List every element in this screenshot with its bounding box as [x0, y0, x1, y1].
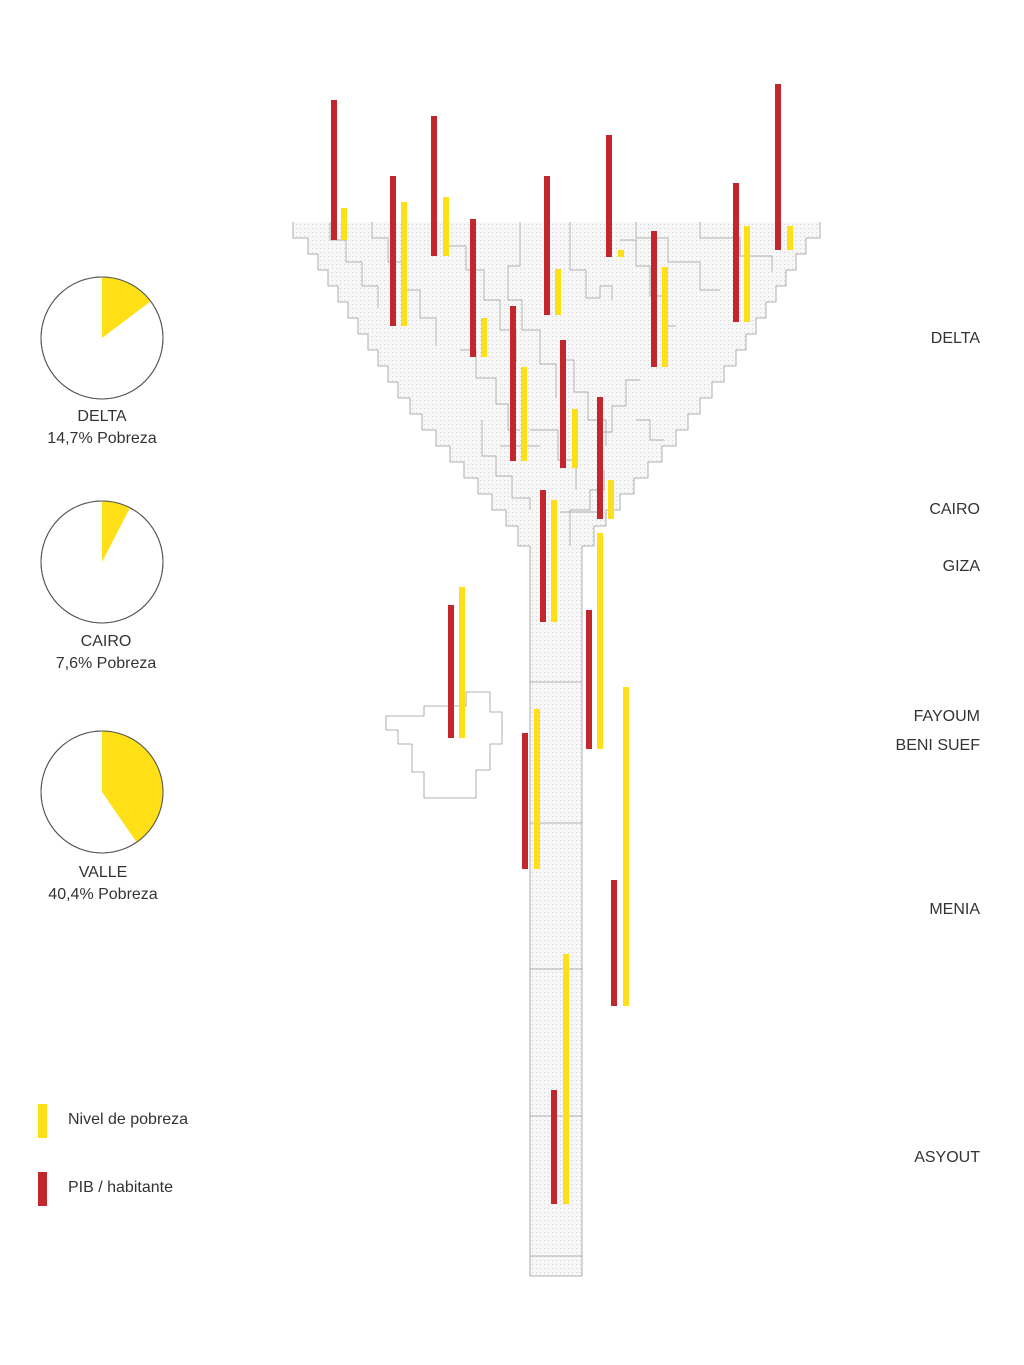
- region-label-menia: MENIA: [929, 901, 980, 918]
- fayoum-outline: [385, 691, 503, 799]
- poverty-bar-19: [608, 480, 614, 519]
- gdp-bar-6: [470, 219, 476, 357]
- governorate-boundary: [481, 420, 531, 510]
- gdp-bar-30: [522, 733, 528, 869]
- legend-swatch-poverty: [38, 1104, 47, 1138]
- legend-text-gdp: PIB / habitante: [68, 1179, 173, 1196]
- poverty-bar-1: [341, 208, 347, 240]
- nile-map: [292, 222, 821, 1277]
- region-label-giza: GIZA: [942, 558, 980, 575]
- gdp-bar-4: [431, 116, 437, 256]
- pie-slice-delta: [102, 277, 151, 338]
- gdp-bar-16: [651, 231, 657, 367]
- gdp-bar-2: [390, 176, 396, 326]
- pie-name: CAIRO: [80, 633, 132, 650]
- poverty-bar-21: [744, 226, 750, 322]
- poverty-bar-33: [623, 687, 629, 1006]
- poverty-bar-7: [481, 318, 487, 357]
- governorate-boundary: [569, 470, 605, 546]
- region-label-fayoum: FAYOUM: [913, 708, 980, 725]
- governorate-boundary: [447, 222, 517, 362]
- poverty-bar-9: [521, 367, 527, 461]
- region-label-asyout: ASYOUT: [914, 1149, 980, 1166]
- poverty-bar-29: [597, 533, 603, 749]
- gdp-bar-14: [606, 135, 612, 257]
- gdp-bar-26: [448, 605, 454, 738]
- gdp-bar-12: [560, 340, 566, 468]
- pie-label-valle: VALLE 40,4% Pobreza: [3, 862, 203, 906]
- pie-ring-cairo: [40, 500, 164, 624]
- gdp-bar-0: [331, 100, 337, 240]
- bar-marks: [331, 84, 793, 1204]
- poverty-bar-23: [787, 226, 793, 250]
- pie-slice-valle: [102, 731, 164, 843]
- gdp-bar-22: [775, 84, 781, 250]
- pie-ring-delta: [40, 276, 164, 400]
- pie-label-cairo: CAIRO 7,6% Pobreza: [6, 631, 206, 675]
- pie-label-delta: DELTA 14,7% Pobreza: [2, 406, 202, 450]
- poverty-bar-13: [572, 409, 578, 468]
- pie-name: VALLE: [78, 864, 128, 881]
- poverty-bar-5: [443, 197, 449, 256]
- gdp-bar-18: [597, 397, 603, 519]
- gdp-bar-32: [611, 880, 617, 1006]
- pie-value: 40,4% Pobreza: [48, 886, 158, 903]
- governorate-boundary: [636, 419, 664, 441]
- region-label-beni-suef: BENI SUEF: [895, 737, 980, 754]
- region-label-delta: DELTA: [930, 330, 980, 347]
- gdp-bar-20: [733, 183, 739, 322]
- pie-ring-valle: [40, 730, 164, 854]
- legend-swatch-gdp: [38, 1172, 47, 1206]
- poverty-pies: [40, 276, 164, 854]
- governorate-boundary: [507, 222, 557, 398]
- governorate-boundary: [600, 379, 640, 433]
- poverty-bar-3: [401, 202, 407, 326]
- poverty-bar-11: [555, 269, 561, 315]
- pie-slice-cairo: [102, 501, 131, 562]
- gdp-bar-10: [544, 176, 550, 315]
- governorate-boundary: [635, 222, 720, 291]
- gdp-bar-28: [586, 610, 592, 749]
- poverty-bar-31: [534, 709, 540, 869]
- pie-name: DELTA: [77, 408, 127, 425]
- legend-text-poverty: Nivel de pobreza: [68, 1111, 189, 1128]
- poverty-bar-15: [618, 250, 624, 257]
- poverty-bar-35: [563, 954, 569, 1204]
- pie-value: 7,6% Pobreza: [55, 655, 157, 672]
- governorate-boundary: [530, 429, 577, 490]
- governorate-boundary: [569, 222, 613, 300]
- poverty-bar-25: [551, 500, 557, 622]
- governorate-boundary: [699, 222, 773, 272]
- region-label-cairo: CAIRO: [929, 501, 980, 518]
- poverty-bar-17: [662, 267, 668, 367]
- pie-value: 14,7% Pobreza: [47, 430, 157, 447]
- poverty-bar-27: [459, 587, 465, 738]
- gdp-bar-8: [510, 306, 516, 461]
- gdp-bar-24: [540, 490, 546, 622]
- delta-texture: [293, 222, 820, 1276]
- governorate-boundary: [560, 359, 607, 446]
- gdp-bar-34: [551, 1090, 557, 1204]
